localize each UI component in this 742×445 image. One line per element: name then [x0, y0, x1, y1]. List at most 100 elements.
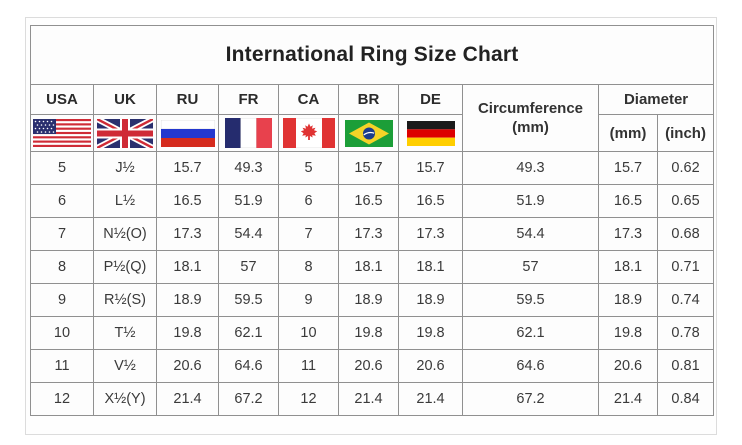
cell-circumference: 62.1	[462, 316, 599, 350]
cell-ca: 8	[278, 250, 339, 284]
cell-ru: 20.6	[156, 349, 219, 383]
cell-diameter-inch: 0.81	[656, 349, 715, 383]
flag-cell-usa	[30, 114, 94, 152]
cell-diameter-mm: 18.1	[598, 250, 658, 284]
cell-uk: X½(Y)	[93, 382, 157, 416]
cell-br: 15.7	[338, 151, 399, 185]
diameter-unit-mm: (mm)	[598, 114, 658, 152]
cell-circumference: 51.9	[462, 184, 599, 218]
page-title: International Ring Size Chart	[29, 25, 715, 85]
table-row: 11 V½ 20.6 64.6 11 20.6 20.6 64.6 20.6 0…	[30, 349, 715, 383]
cell-fr: 62.1	[218, 316, 279, 350]
cell-ru: 19.8	[156, 316, 219, 350]
cell-diameter-inch: 0.84	[656, 382, 715, 416]
col-header-diameter: Diameter	[597, 84, 715, 115]
cell-uk: N½(O)	[93, 217, 157, 251]
cell-usa: 7	[30, 217, 94, 251]
cell-diameter-inch: 0.78	[656, 316, 715, 350]
col-header-de: DE	[398, 84, 463, 115]
cell-br: 18.1	[338, 250, 399, 284]
cell-ru: 21.4	[156, 382, 219, 416]
usa-flag-icon	[32, 116, 93, 151]
cell-diameter-mm: 15.7	[598, 151, 658, 185]
flag-cell-de	[398, 114, 463, 152]
table-row: 10 T½ 19.8 62.1 10 19.8 19.8 62.1 19.8 0…	[30, 316, 715, 350]
cell-usa: 5	[30, 151, 94, 185]
table-row: 6 L½ 16.5 51.9 6 16.5 16.5 51.9 16.5 0.6…	[30, 184, 715, 218]
cell-fr: 57	[218, 250, 279, 284]
flag-cell-ca	[278, 114, 339, 152]
col-header-ca: CA	[278, 84, 339, 115]
cell-circumference: 57	[462, 250, 599, 284]
cell-circumference: 67.2	[462, 382, 599, 416]
cell-br: 17.3	[338, 217, 399, 251]
cell-de: 19.8	[398, 316, 463, 350]
cell-usa: 8	[30, 250, 94, 284]
cell-de: 15.7	[398, 151, 463, 185]
ring-size-table: International Ring Size Chart USA UK RU …	[29, 25, 715, 416]
cell-ca: 5	[278, 151, 339, 185]
country-code-header-row: USA UK RU FR CA BR DE Circumference (mm)…	[30, 84, 715, 152]
cell-ca: 12	[278, 382, 339, 416]
cell-fr: 51.9	[218, 184, 279, 218]
chart-outer-frame: International Ring Size Chart USA UK RU …	[25, 17, 717, 435]
col-header-fr: FR	[218, 84, 279, 115]
cell-de: 20.6	[398, 349, 463, 383]
diameter-unit-inch: (inch)	[656, 114, 715, 152]
cell-br: 19.8	[338, 316, 399, 350]
cell-br: 18.9	[338, 283, 399, 317]
cell-diameter-mm: 18.9	[598, 283, 658, 317]
cell-uk: L½	[93, 184, 157, 218]
cell-fr: 54.4	[218, 217, 279, 251]
cell-ru: 18.9	[156, 283, 219, 317]
cell-fr: 67.2	[218, 382, 279, 416]
cell-de: 16.5	[398, 184, 463, 218]
cell-br: 16.5	[338, 184, 399, 218]
cell-ca: 6	[278, 184, 339, 218]
circumference-unit: (mm)	[512, 119, 549, 136]
cell-ca: 7	[278, 217, 339, 251]
cell-uk: J½	[93, 151, 157, 185]
circumference-label: Circumference	[477, 99, 584, 117]
france-flag-icon	[220, 116, 278, 151]
cell-uk: R½(S)	[93, 283, 157, 317]
cell-ru: 18.1	[156, 250, 219, 284]
cell-circumference: 59.5	[462, 283, 599, 317]
flag-cell-br	[338, 114, 399, 152]
cell-br: 20.6	[338, 349, 399, 383]
cell-br: 21.4	[338, 382, 399, 416]
table-row: 7 N½(O) 17.3 54.4 7 17.3 17.3 54.4 17.3 …	[30, 217, 715, 251]
cell-de: 18.9	[398, 283, 463, 317]
cell-usa: 10	[30, 316, 94, 350]
cell-diameter-inch: 0.62	[656, 151, 715, 185]
cell-usa: 11	[30, 349, 94, 383]
col-header-uk: UK	[93, 84, 157, 115]
uk-flag-icon	[95, 116, 156, 151]
cell-circumference: 64.6	[462, 349, 599, 383]
cell-diameter-inch: 0.74	[656, 283, 715, 317]
col-header-usa: USA	[30, 84, 94, 115]
cell-usa: 12	[30, 382, 94, 416]
cell-uk: T½	[93, 316, 157, 350]
cell-de: 18.1	[398, 250, 463, 284]
cell-diameter-mm: 19.8	[598, 316, 658, 350]
cell-diameter-mm: 20.6	[598, 349, 658, 383]
flag-cell-fr	[218, 114, 279, 152]
cell-ca: 10	[278, 316, 339, 350]
cell-de: 21.4	[398, 382, 463, 416]
cell-usa: 9	[30, 283, 94, 317]
table-row: 12 X½(Y) 21.4 67.2 12 21.4 21.4 67.2 21.…	[30, 382, 715, 416]
canada-flag-icon	[280, 116, 338, 151]
cell-ru: 17.3	[156, 217, 219, 251]
cell-ca: 9	[278, 283, 339, 317]
cell-diameter-inch: 0.65	[656, 184, 715, 218]
cell-circumference: 49.3	[462, 151, 599, 185]
col-header-ru: RU	[156, 84, 219, 115]
cell-uk: P½(Q)	[93, 250, 157, 284]
cell-fr: 49.3	[218, 151, 279, 185]
cell-fr: 59.5	[218, 283, 279, 317]
cell-diameter-inch: 0.71	[656, 250, 715, 284]
cell-diameter-mm: 17.3	[598, 217, 658, 251]
cell-uk: V½	[93, 349, 157, 383]
cell-fr: 64.6	[218, 349, 279, 383]
